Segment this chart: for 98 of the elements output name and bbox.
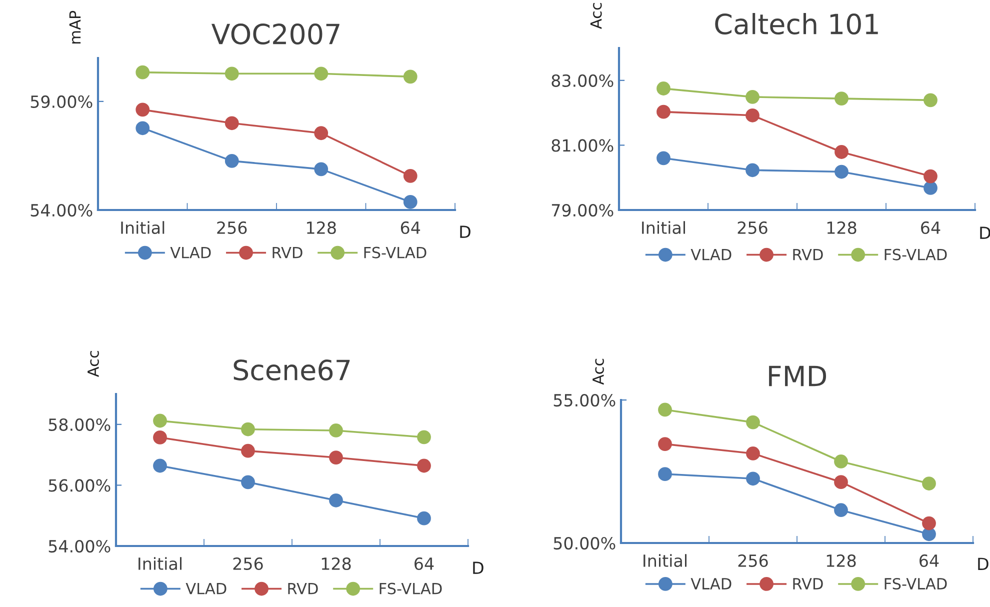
x-tick-label: Initial [138,557,182,570]
x-tick-label: 64 [414,557,434,570]
point [922,476,936,490]
legend-label: VLAD [170,246,211,258]
x-axis-title: D [980,226,990,239]
point [417,430,431,444]
x-tick-label: 128 [307,221,336,234]
point [658,437,672,451]
x-tick-label: 256 [738,221,768,234]
legend-label: RVD [288,582,318,594]
point [924,93,938,108]
x-tick-label: Initial [121,221,164,234]
point [224,66,239,81]
x-tick-label: 64 [400,221,420,234]
x-tick-label: 128 [322,557,351,570]
point [403,168,418,183]
x-axis-title: D [460,226,470,238]
legend-label: VLAD [186,582,226,594]
y-tick-label: 56.00% [48,479,110,492]
y-tick-label: 50.00% [554,536,616,550]
point [834,92,848,106]
point [314,126,328,140]
y-axis-title: Acc [590,3,602,29]
chart-title: Scene67 [234,359,350,381]
point [224,154,239,168]
point [329,424,343,438]
point [746,163,760,178]
legend-label: VLAD [690,578,732,590]
point [329,450,343,464]
x-tick-label: 256 [233,557,263,570]
point [834,475,848,490]
point [834,164,848,179]
legend-label: FS-VLAD [884,248,947,260]
point [153,458,167,473]
point [656,82,670,96]
x-tick-label: 64 [921,221,940,234]
y-tick-label: 55.00% [554,394,616,407]
y-tick-label: 81.00% [552,139,614,152]
point [922,516,936,530]
point [136,102,150,117]
point [241,422,255,436]
point [403,70,418,84]
legend-label: FS-VLAD [380,582,442,594]
point [417,458,431,473]
chart-title: FMD [769,366,826,386]
point [834,503,848,518]
point [834,145,848,159]
y-axis-title: Acc [592,358,604,385]
y-tick-label: 83.00% [552,74,614,87]
point [417,511,431,526]
x-axis-title: D [473,562,484,574]
legend-label: RVD [272,246,302,258]
legend-label: RVD [793,248,823,260]
chart-title: Caltech 101 [715,13,878,35]
legend-label: FS-VLAD [364,246,426,258]
legend-label: VLAD [690,248,732,260]
y-tick-label: 54.00% [30,204,92,217]
legend-label: RVD [793,578,823,590]
y-tick-label: 59.00% [30,95,92,108]
point [403,195,418,209]
point [329,493,343,508]
point [241,444,255,458]
point [136,65,150,80]
x-tick-label: 256 [217,221,247,234]
point [224,116,239,130]
point [746,472,760,486]
point [924,169,938,184]
point [746,108,760,122]
point [746,90,760,104]
point [746,415,760,430]
y-tick-label: 54.00% [48,540,110,553]
point [314,66,328,81]
point [656,104,670,119]
point [656,151,670,166]
point [136,121,150,136]
x-axis-title: D [978,558,988,570]
point [658,402,672,417]
x-tick-label: Initial [644,554,686,568]
y-axis-title: mAP [69,10,81,44]
x-tick-label: 256 [738,554,768,568]
point [153,430,167,444]
x-tick-label: 128 [827,221,856,234]
point [314,162,328,176]
chart-title: VOC2007 [211,23,340,45]
x-tick-label: Initial [642,221,685,234]
point [922,527,936,542]
point [153,414,167,428]
y-tick-label: 58.00% [48,418,110,431]
point [658,467,672,482]
x-tick-label: 64 [920,554,939,568]
point [924,181,938,195]
legend-label: FS-VLAD [884,578,947,590]
point [241,475,255,490]
y-axis-title: Acc [88,351,99,377]
point [834,454,848,468]
y-tick-label: 79.00% [552,204,614,217]
point [746,446,760,460]
x-tick-label: 128 [826,554,856,568]
